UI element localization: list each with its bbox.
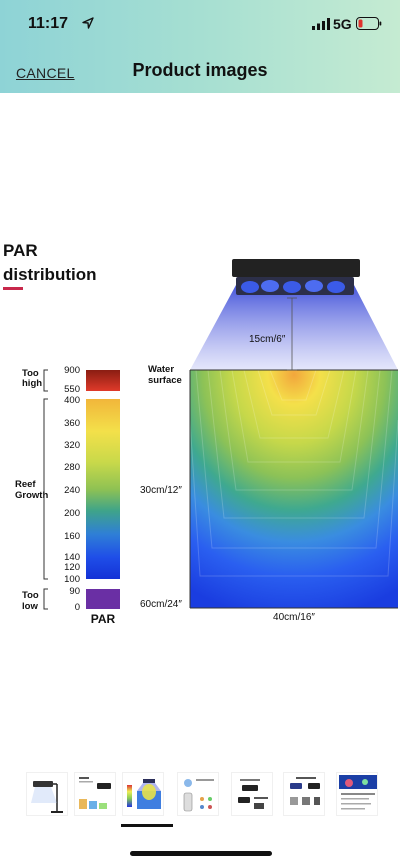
figure-heading-line2: distribution [3, 265, 96, 284]
tick-280: 280 [64, 462, 80, 473]
tick-140: 140 [64, 552, 80, 563]
reef-growth-bar [86, 399, 120, 579]
thumbnail-4[interactable] [177, 772, 219, 816]
thumbnail-strip [26, 772, 386, 820]
contour-lines [189, 369, 399, 577]
tick-200: 200 [64, 508, 80, 519]
reef-label-2: Growth [15, 490, 48, 501]
heading-underline [3, 287, 23, 290]
cancel-button[interactable]: CANCEL [16, 65, 75, 81]
thumbnail-5[interactable] [231, 772, 273, 816]
home-indicator [130, 851, 272, 856]
water-surface-label-1: Water [148, 364, 174, 375]
remote-controls-thumb-icon [183, 779, 214, 812]
tick-100: 100 [64, 574, 80, 585]
water-volume [190, 370, 398, 608]
tick-120: 120 [64, 562, 80, 573]
too-low-label-1: Too [22, 590, 39, 601]
too-high-bracket [43, 369, 48, 392]
water-surface-label-2: surface [148, 375, 182, 386]
thumbnail-2[interactable] [74, 772, 116, 816]
selected-thumbnail-indicator [121, 824, 173, 827]
dimensions-thumb-icon [238, 779, 268, 809]
page-title: Product images [132, 60, 268, 80]
tick-320: 320 [64, 440, 80, 451]
too-high-bar [86, 370, 120, 391]
package-contents-thumb-icon [290, 777, 320, 805]
too-high-label-2: high [22, 378, 42, 389]
thumbnail-1[interactable] [26, 772, 68, 816]
too-low-bar [86, 589, 120, 609]
tick-360: 360 [64, 418, 80, 429]
thumbnail-3-selected[interactable] [122, 772, 164, 816]
lamp-on-stand-thumb-icon [31, 781, 63, 813]
reef-bracket [43, 398, 48, 580]
thumbnail-6[interactable] [283, 772, 325, 816]
location-arrow-icon [82, 17, 94, 29]
led-light-fixture-icon [232, 259, 360, 295]
network-type: 5G [333, 16, 352, 32]
header-bar: 11:17 5G CANCEL Product images [0, 0, 400, 93]
tick-550: 550 [64, 384, 80, 395]
battery-low-icon [356, 17, 382, 30]
reef-label-1: Reef [15, 479, 36, 490]
product-chart-thumb-icon [79, 777, 111, 809]
too-low-bracket [43, 588, 48, 610]
thumbnail-7[interactable] [336, 772, 378, 816]
light-distance-label: 15cm/6″ [249, 334, 286, 345]
tick-400: 400 [64, 395, 80, 406]
cellular-signal-icon [312, 18, 330, 30]
light-beam [190, 285, 398, 370]
par-distribution-thumb-icon [127, 779, 161, 809]
tick-0: 0 [75, 602, 80, 613]
tick-160: 160 [64, 531, 80, 542]
tick-240: 240 [64, 485, 80, 496]
reef-tank-photo-thumb-icon [339, 775, 377, 810]
tank-width-label: 40cm/16″ [273, 612, 315, 623]
figure-heading-line1: PAR [3, 241, 38, 260]
too-high-label-1: Too [22, 368, 39, 379]
status-time: 11:17 [28, 15, 69, 32]
depth-mid-label: 30cm/12″ [140, 485, 182, 496]
tick-90: 90 [69, 586, 80, 597]
too-low-label-2: low [22, 601, 38, 612]
tick-900: 900 [64, 365, 80, 376]
par-distribution-figure: PAR distribution Too high Reef Growth To… [3, 241, 399, 626]
par-unit-label: PAR [91, 612, 116, 626]
depth-bottom-label: 60cm/24″ [140, 599, 182, 610]
